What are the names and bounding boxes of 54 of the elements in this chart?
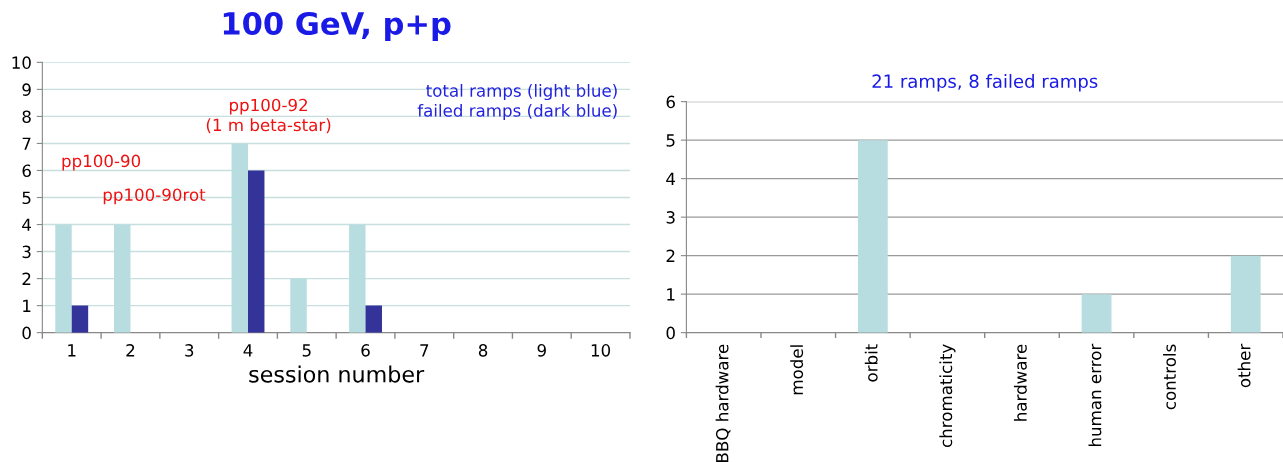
y-tick-label: 1 <box>667 288 675 301</box>
x-tick-label: 6 <box>361 344 370 357</box>
x-tick-label: BBQ hardware <box>715 344 731 462</box>
x-tick-label: orbit <box>864 344 878 382</box>
bar <box>290 278 307 333</box>
y-tick-label: 5 <box>666 134 675 147</box>
y-tick-label: 6 <box>666 95 675 109</box>
annotation: pp100-92 (1 m beta-star) <box>206 98 331 134</box>
x-tick-label: hardware <box>1013 344 1027 421</box>
y-tick-label: 1 <box>23 299 31 312</box>
x-tick-label: 1 <box>68 344 76 357</box>
x-tick-label: chromaticity <box>939 344 956 448</box>
y-tick-label: 5 <box>22 191 31 205</box>
y-tick-label: 4 <box>666 172 676 185</box>
y-tick-label: 4 <box>22 218 31 231</box>
bar <box>1081 294 1112 333</box>
y-tick-label: 3 <box>666 211 675 224</box>
x-tick-label: 10 <box>591 344 611 357</box>
y-tick-label: 8 <box>22 110 31 123</box>
x-tick-label: human error <box>1088 343 1102 447</box>
y-tick-label: 3 <box>22 245 31 259</box>
x-tick-label: other <box>1237 343 1251 388</box>
x-tick-label: 4 <box>243 344 253 357</box>
y-tick-label: 2 <box>22 272 31 285</box>
x-tick-label: 5 <box>302 344 311 357</box>
y-tick-label: 2 <box>666 249 675 262</box>
bar <box>857 140 888 333</box>
bar <box>55 224 72 333</box>
x-tick-label: 3 <box>185 344 194 357</box>
bar <box>231 143 248 333</box>
x-tick-label: 7 <box>420 344 429 357</box>
bar <box>365 305 382 333</box>
y-tick-label: 10 <box>12 56 31 69</box>
bar <box>349 224 366 333</box>
y-tick-label: 9 <box>22 83 31 96</box>
y-tick-label: 7 <box>22 137 31 150</box>
x-tick-label: 8 <box>478 344 488 357</box>
bar <box>1230 255 1261 333</box>
y-tick-label: 0 <box>22 326 31 340</box>
y-tick-label: 0 <box>666 326 675 340</box>
chart-title: 100 GeV, p+p <box>223 11 451 41</box>
annotation: pp100-90 <box>62 154 141 171</box>
x-tick-label: controls <box>1163 344 1176 410</box>
bar <box>248 170 265 333</box>
chart-title: 21 ramps, 8 failed ramps <box>872 74 1098 92</box>
x-axis-title: session number <box>249 365 425 383</box>
x-tick-label: 9 <box>537 344 546 357</box>
x-tick-label: model <box>790 345 804 395</box>
y-tick-label: 6 <box>22 164 31 178</box>
bar <box>71 305 89 333</box>
annotation: total ramps (light blue) failed ramps (dark blue) <box>417 83 617 121</box>
annotation: pp100-90rot <box>103 188 206 205</box>
bar <box>114 224 131 333</box>
x-tick-label: 2 <box>126 344 135 357</box>
